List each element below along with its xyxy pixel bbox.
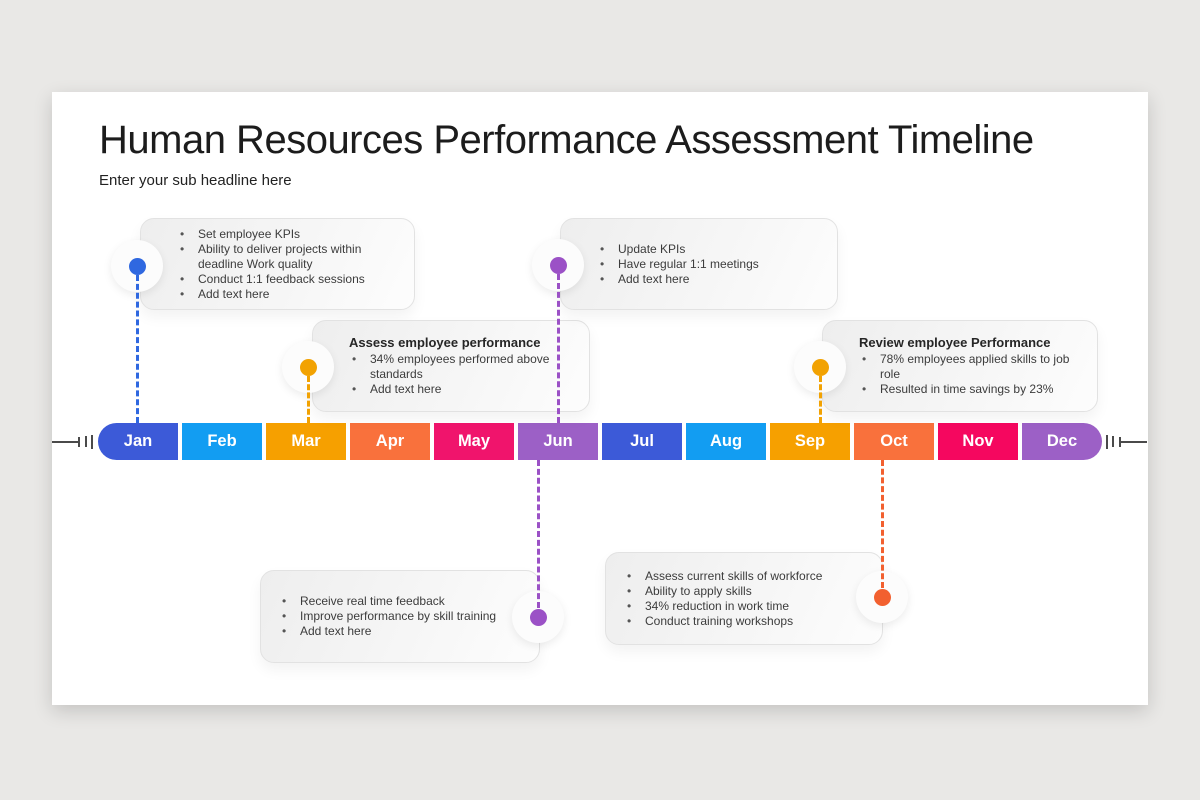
bullet-list: 34% employees performed above standards … [349, 352, 575, 397]
bullet-item: Add text here [279, 624, 525, 639]
month-sep: Sep [770, 423, 850, 460]
callout-box: Assess employee performance 34% employee… [312, 320, 590, 412]
callout-title: Assess employee performance [349, 335, 541, 350]
bullet-item: Resulted in time savings by 23% [859, 382, 1083, 397]
callout-box: Set employee KPIs Ability to deliver pro… [140, 218, 415, 310]
bullet-item: Set employee KPIs [177, 227, 400, 242]
connector-line [556, 274, 560, 423]
month-jul: Jul [602, 423, 682, 460]
bullet-item: Add text here [597, 272, 823, 287]
callout-box: Review employee Performance 78% employee… [822, 320, 1098, 412]
timeline-dot [529, 608, 547, 626]
bullet-list: Assess current skills of workforce Abili… [624, 569, 868, 629]
timeline-start-marker [52, 423, 93, 460]
callout-box: Assess current skills of workforce Abili… [605, 552, 883, 645]
bullet-item: 78% employees applied skills to job role [859, 352, 1083, 382]
month-nov: Nov [938, 423, 1018, 460]
timeline-dot [873, 588, 891, 606]
connector-line [880, 460, 884, 588]
month-jun: Jun [518, 423, 598, 460]
bullet-list: 78% employees applied skills to job role… [859, 352, 1083, 397]
bullet-item: 34% reduction in work time [624, 599, 868, 614]
timeline-end-marker [1106, 423, 1147, 460]
bullet-item: Improve performance by skill training [279, 609, 525, 624]
month-oct: Oct [854, 423, 934, 460]
timeline-bar: Jan Feb Mar Apr May Jun Jul Aug Sep Oct … [98, 423, 1102, 460]
timeline-dot [811, 358, 829, 376]
bullet-item: Ability to apply skills [624, 584, 868, 599]
slide: Human Resources Performance Assessment T… [52, 92, 1148, 705]
month-feb: Feb [182, 423, 262, 460]
connector-line [306, 376, 310, 423]
timeline-dot [549, 256, 567, 274]
bullet-list: Set employee KPIs Ability to deliver pro… [177, 227, 400, 302]
connector-line [135, 275, 139, 423]
bullet-list: Receive real time feedback Improve perfo… [279, 594, 525, 639]
month-apr: Apr [350, 423, 430, 460]
page-subtitle: Enter your sub headline here [99, 172, 292, 189]
connector-line [536, 460, 540, 608]
callout-box: Update KPIs Have regular 1:1 meetings Ad… [560, 218, 838, 310]
bullet-item: Conduct 1:1 feedback sessions [177, 272, 400, 287]
bullet-item: Receive real time feedback [279, 594, 525, 609]
bullet-item: Ability to deliver projects within deadl… [177, 242, 400, 272]
bullet-item: Add text here [177, 287, 400, 302]
callout-box: Receive real time feedback Improve perfo… [260, 570, 540, 663]
month-jan: Jan [98, 423, 178, 460]
month-dec: Dec [1022, 423, 1102, 460]
month-may: May [434, 423, 514, 460]
bullet-list: Update KPIs Have regular 1:1 meetings Ad… [597, 242, 823, 287]
month-aug: Aug [686, 423, 766, 460]
bullet-item: Add text here [349, 382, 575, 397]
connector-line [818, 376, 822, 423]
bullet-item: 34% employees performed above standards [349, 352, 575, 382]
bullet-item: Assess current skills of workforce [624, 569, 868, 584]
timeline-dot [128, 257, 146, 275]
bullet-item: Conduct training workshops [624, 614, 868, 629]
bullet-item: Update KPIs [597, 242, 823, 257]
timeline-dot [299, 358, 317, 376]
month-mar: Mar [266, 423, 346, 460]
bullet-item: Have regular 1:1 meetings [597, 257, 823, 272]
callout-title: Review employee Performance [859, 335, 1051, 350]
page-title: Human Resources Performance Assessment T… [99, 118, 1034, 162]
